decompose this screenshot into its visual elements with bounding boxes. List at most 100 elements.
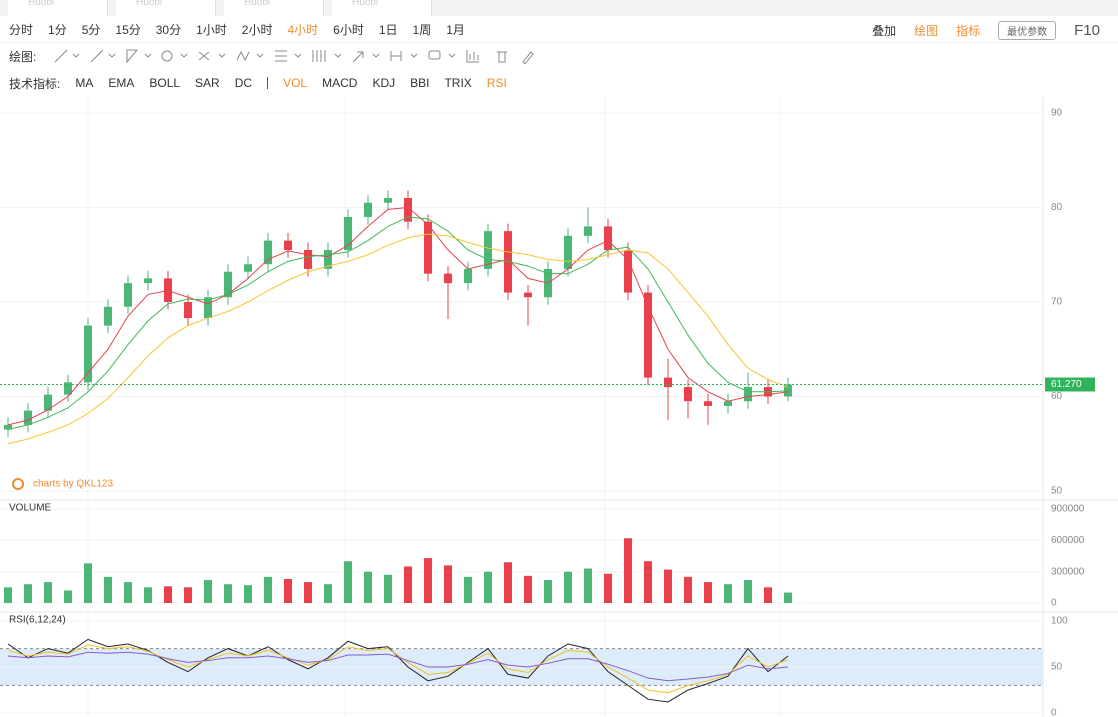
- action-button[interactable]: 绘图: [914, 23, 939, 38]
- candle-body: [104, 306, 112, 326]
- volume-bar: [444, 565, 452, 603]
- rsi-line: [7, 651, 789, 682]
- y-tick-label: 50: [1051, 662, 1063, 673]
- volume-bar: [304, 582, 312, 603]
- interval-button[interactable]: 1分: [48, 23, 67, 37]
- y-tick-label: 90: [1051, 108, 1063, 119]
- candle-body: [384, 198, 392, 203]
- tab[interactable]: Huobi: [8, 0, 108, 16]
- y-tick-label: 50: [1051, 486, 1063, 497]
- candle-body: [644, 292, 652, 378]
- y-tick-label: 70: [1051, 297, 1063, 308]
- ma-line: [7, 206, 789, 426]
- y-tick-label: 600000: [1051, 535, 1085, 546]
- indicator-button[interactable]: MACD: [322, 76, 358, 90]
- volume-bar: [604, 573, 612, 603]
- volume-bar: [784, 592, 792, 603]
- volume-bar: [44, 582, 52, 603]
- draw-bar: 绘图:: [0, 43, 1118, 69]
- f10-button[interactable]: F10: [1074, 21, 1100, 39]
- volume-bar: [184, 587, 192, 603]
- volume-bar: [484, 571, 492, 603]
- interval-button[interactable]: 6小时: [333, 23, 364, 37]
- action-button[interactable]: 叠加: [872, 23, 897, 38]
- pane-title: VOLUME: [9, 503, 52, 514]
- interval-button[interactable]: 1小时: [196, 23, 227, 37]
- volume-bar: [344, 561, 352, 603]
- last-price-tag: [1045, 377, 1095, 392]
- volume-bar: [4, 587, 12, 603]
- interval-button[interactable]: 30分: [155, 23, 182, 37]
- tab[interactable]: Huobi: [332, 0, 432, 16]
- tab[interactable]: Huobi: [224, 0, 324, 16]
- interval-button[interactable]: 15分: [115, 23, 141, 37]
- volume-bar: [504, 562, 512, 603]
- volume-bar: [284, 578, 292, 603]
- volume-bar: [64, 590, 72, 603]
- candle-body: [4, 424, 12, 430]
- candle-body: [484, 231, 492, 269]
- candle-body: [784, 384, 792, 397]
- candle-body: [364, 202, 372, 217]
- indicator-button[interactable]: MA: [75, 76, 94, 90]
- candle-body: [624, 250, 632, 293]
- indicator-button[interactable]: BBI: [410, 76, 430, 90]
- volume-bar: [404, 566, 412, 603]
- ma-line: [7, 216, 789, 431]
- volume-bar: [644, 561, 652, 603]
- interval-bar: 分时 1分 5分 15分 30分 1小时 2小时 4小时 6小时 1日 1周 1月: [0, 17, 1118, 43]
- candle-body: [64, 382, 72, 395]
- watermark: charts by QKL123: [33, 479, 113, 490]
- indicator-button[interactable]: EMA: [108, 76, 135, 90]
- interval-button[interactable]: 5分: [81, 23, 101, 37]
- candle-body: [44, 394, 52, 411]
- draw-label: 绘图:: [9, 49, 37, 64]
- y-tick-label: 0: [1051, 598, 1057, 609]
- candle-body: [584, 226, 592, 236]
- preset-button[interactable]: 最优参数: [998, 20, 1057, 40]
- action-button[interactable]: 指标: [956, 23, 981, 38]
- candle-body: [724, 401, 732, 406]
- volume-bar: [464, 576, 472, 603]
- volume-bar: [684, 576, 692, 603]
- volume-bar: [724, 584, 732, 603]
- volume-bar: [24, 584, 32, 603]
- indicator-button[interactable]: KDJ: [372, 76, 396, 90]
- separator: [267, 77, 269, 89]
- volume-bar: [704, 582, 712, 603]
- y-tick-label: 80: [1051, 202, 1063, 213]
- volume-bar: [264, 576, 272, 603]
- candle-body: [404, 198, 412, 222]
- interval-button[interactable]: 2小时: [241, 23, 273, 37]
- candle-body: [264, 240, 272, 265]
- indicator-button[interactable]: TRIX: [444, 76, 472, 90]
- volume-bar: [364, 571, 372, 603]
- draw-tools[interactable]: [51, 48, 551, 64]
- rsi-line: [7, 644, 789, 694]
- indicator-button[interactable]: RSI: [486, 76, 507, 90]
- interval-button[interactable]: 1周: [412, 23, 432, 37]
- volume-bar: [244, 585, 252, 603]
- volume-bar: [224, 584, 232, 603]
- interval-button[interactable]: 分时: [9, 23, 34, 37]
- y-tick-label: 60: [1051, 391, 1063, 402]
- indicator-bar: 技术指标: MA EMA BOLL SAR DC VOL MACD KDJ BBI TRIX RSI: [0, 70, 1118, 96]
- indicator-button[interactable]: VOL: [283, 76, 308, 90]
- interval-button[interactable]: 1月: [446, 23, 465, 37]
- volume-bar: [584, 568, 592, 603]
- tab[interactable]: Huobi: [116, 0, 216, 16]
- candle-body: [664, 377, 672, 388]
- candle-body: [184, 302, 192, 319]
- indicator-button[interactable]: DC: [234, 76, 253, 90]
- candle-body: [684, 387, 692, 402]
- candle-body: [24, 410, 32, 425]
- candle-body: [244, 264, 252, 272]
- indicator-button[interactable]: SAR: [195, 76, 220, 90]
- candle-body: [344, 216, 352, 251]
- candle-body: [304, 250, 312, 269]
- interval-button[interactable]: 4小时: [287, 23, 319, 37]
- volume-bar: [144, 587, 152, 603]
- interval-button[interactable]: 1日: [378, 23, 398, 37]
- indicator-button[interactable]: BOLL: [149, 76, 181, 90]
